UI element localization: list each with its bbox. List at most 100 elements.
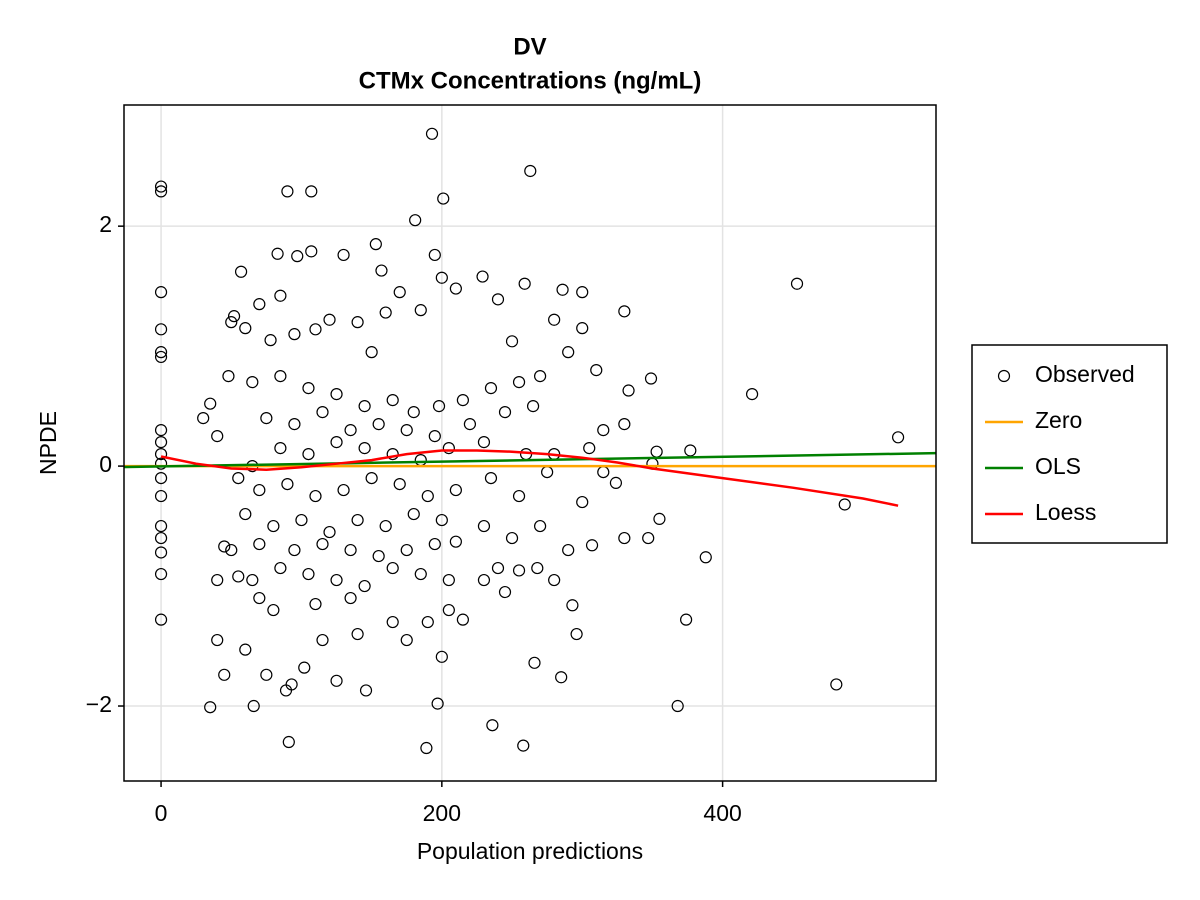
data-point [218, 668, 231, 681]
data-point [556, 283, 569, 296]
data-point [449, 282, 462, 295]
data-point [154, 447, 168, 461]
plot-frame [123, 104, 937, 782]
data-point [618, 305, 631, 318]
data-point [486, 719, 499, 732]
data-point [330, 674, 343, 687]
data-point [428, 537, 441, 551]
data-point [247, 699, 260, 713]
legend-label: Zero [1035, 407, 1082, 433]
data-point [562, 543, 575, 557]
data-point [566, 599, 579, 612]
data-point [442, 603, 455, 617]
data-point [154, 489, 168, 503]
data-point [400, 543, 413, 557]
legend-box [971, 344, 1168, 544]
data-point [232, 570, 245, 583]
data-point [154, 424, 168, 437]
data-point [316, 406, 329, 419]
data-point [372, 418, 385, 431]
plot-area [124, 127, 936, 755]
data-point [838, 498, 851, 511]
data-point [295, 513, 308, 527]
data-point [239, 643, 252, 656]
data-point [282, 735, 295, 749]
data-point [359, 684, 373, 697]
data-point [288, 418, 301, 431]
data-point [154, 546, 168, 559]
data-point [309, 323, 322, 336]
data-point [305, 245, 318, 258]
data-point [369, 238, 382, 251]
data-point [505, 335, 519, 348]
data-point [449, 483, 462, 497]
data-point [344, 591, 357, 605]
data-point [316, 633, 329, 647]
y-tick-label: 2 [99, 211, 112, 237]
data-point [358, 579, 371, 593]
data-point [548, 313, 561, 326]
data-point [288, 543, 301, 557]
data-point [253, 483, 266, 497]
data-point [477, 573, 491, 587]
data-point [330, 573, 343, 587]
data-point [337, 248, 350, 262]
data-point [305, 185, 318, 198]
data-point [526, 400, 540, 413]
x-tick-label: 400 [703, 800, 741, 826]
data-point [379, 306, 392, 319]
data-point [309, 489, 322, 503]
data-point [358, 441, 371, 455]
chart-title: DV [513, 33, 546, 60]
data-point [281, 185, 294, 198]
x-axis-label: Population predictions [417, 838, 643, 864]
data-point [421, 615, 434, 629]
data-point [400, 424, 413, 437]
data-point [154, 471, 168, 485]
data-point [225, 543, 238, 557]
data-point [375, 264, 388, 277]
data-point [671, 699, 684, 713]
legend-label: OLS [1035, 453, 1081, 479]
data-point [323, 313, 336, 326]
data-point [449, 535, 462, 548]
data-point [484, 382, 498, 395]
data-point [239, 322, 252, 335]
data-point [351, 513, 364, 527]
data-point [253, 298, 266, 311]
data-point [435, 650, 448, 663]
data-point [386, 615, 399, 629]
data-point [585, 539, 599, 552]
data-point [154, 323, 168, 336]
data-point [830, 678, 843, 691]
data-point [154, 436, 168, 449]
data-point [790, 277, 804, 290]
data-point [274, 441, 287, 455]
data-point [428, 430, 441, 443]
data-point [476, 270, 489, 283]
data-point [531, 561, 544, 575]
data-point [590, 364, 603, 377]
data-point [477, 436, 491, 449]
data-point [271, 247, 284, 260]
data-point [386, 394, 399, 407]
data-point [576, 495, 589, 509]
data-point [618, 531, 631, 545]
data-point [358, 400, 371, 413]
data-point [699, 551, 712, 564]
data-point [548, 573, 561, 587]
data-point [274, 370, 287, 383]
data-point [393, 477, 406, 491]
data-point [528, 656, 541, 669]
data-point [477, 519, 491, 533]
data-point [576, 322, 589, 335]
data-point [253, 537, 266, 551]
data-point [302, 382, 315, 395]
data-point [246, 376, 259, 389]
data-point [154, 531, 168, 545]
data-point [323, 525, 336, 539]
data-point [576, 286, 589, 299]
line-2 [124, 451, 936, 469]
legend: Observed Zero OLS Loess [971, 344, 1168, 544]
